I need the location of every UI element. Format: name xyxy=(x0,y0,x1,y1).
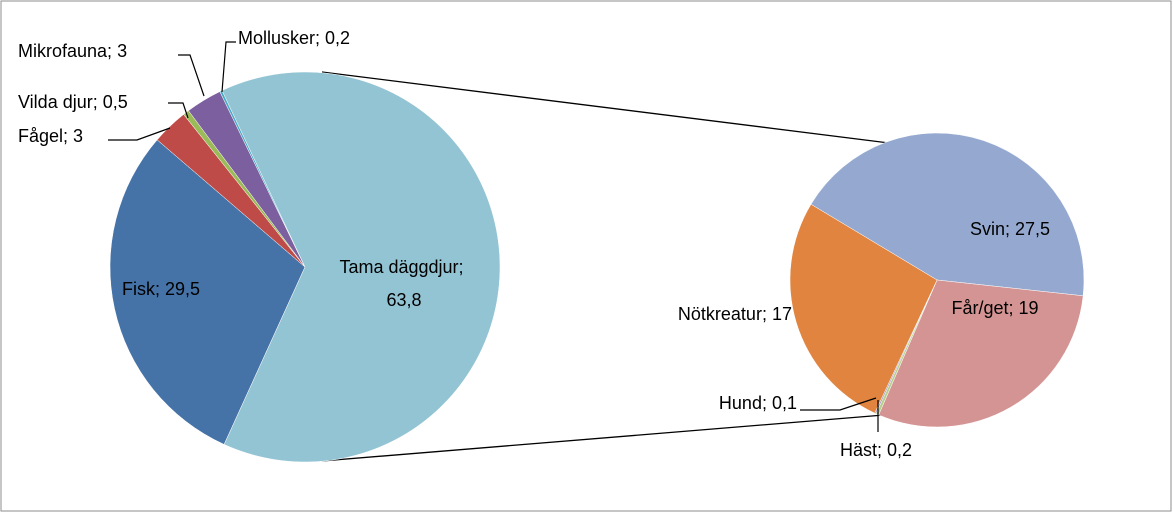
connector-line xyxy=(321,71,946,151)
data-label: Får/get; 19 xyxy=(951,298,1038,318)
label-separator: ; xyxy=(459,257,469,277)
category-label: Mollusker xyxy=(238,28,315,48)
category-label: Häst xyxy=(840,440,877,460)
label-separator: ; xyxy=(1005,219,1015,239)
label-separator: ; xyxy=(63,126,73,146)
value-label: 3 xyxy=(73,126,83,146)
value-label: 27,5 xyxy=(1015,219,1050,239)
value-label: 19 xyxy=(1019,298,1039,318)
data-label: Fågel; 3 xyxy=(18,126,83,146)
leader-line xyxy=(168,102,189,119)
label-separator: ; xyxy=(877,440,887,460)
leader-line xyxy=(178,54,205,97)
category-label: Fågel xyxy=(18,126,63,146)
category-label: Hund xyxy=(719,393,762,413)
value-label: 17 xyxy=(772,304,792,324)
label-separator: ; xyxy=(315,28,325,48)
label-separator: ; xyxy=(762,304,772,324)
value-label: 0,1 xyxy=(772,393,797,413)
category-label: Nötkreatur xyxy=(678,304,762,324)
category-label: Svin xyxy=(970,219,1005,239)
value-label: 0,5 xyxy=(103,92,128,112)
label-separator: ; xyxy=(1008,298,1018,318)
data-label: Fisk; 29,5 xyxy=(122,279,200,299)
label-separator: ; xyxy=(155,279,165,299)
data-label: Mollusker; 0,2 xyxy=(238,28,350,48)
data-label: Häst; 0,2 xyxy=(840,440,912,460)
leader-line xyxy=(108,127,171,141)
value-label: 63,8 xyxy=(386,290,421,310)
pie-slice xyxy=(221,71,501,463)
leader-line xyxy=(800,397,877,411)
leader-line xyxy=(221,41,236,93)
value-label: 29,5 xyxy=(165,279,200,299)
category-label: Vilda djur xyxy=(18,92,93,112)
category-label: Tama däggdjur xyxy=(339,257,458,277)
value-label: 0,2 xyxy=(887,440,912,460)
pie-slice xyxy=(109,139,306,445)
label-separator: ; xyxy=(93,92,103,112)
category-label: Fisk xyxy=(122,279,156,299)
label-separator: ; xyxy=(762,393,772,413)
value-label: 3 xyxy=(117,41,127,61)
pie-slice xyxy=(878,279,1084,428)
category-label: Får/get xyxy=(951,298,1008,318)
pie-slice xyxy=(789,203,938,414)
category-label: Mikrofauna xyxy=(18,41,108,61)
data-label: Nötkreatur; 17 xyxy=(678,304,792,324)
data-label: Svin; 27,5 xyxy=(970,219,1050,239)
data-label: Hund; 0,1 xyxy=(719,393,797,413)
label-separator: ; xyxy=(107,41,117,61)
data-label: Tama däggdjur; 63,8 xyxy=(339,257,468,310)
data-label: Vilda djur; 0,5 xyxy=(18,92,128,112)
connector-line xyxy=(321,409,946,462)
data-label: Mikrofauna; 3 xyxy=(18,41,127,61)
pie-slice xyxy=(810,132,1085,297)
value-label: 0,2 xyxy=(325,28,350,48)
